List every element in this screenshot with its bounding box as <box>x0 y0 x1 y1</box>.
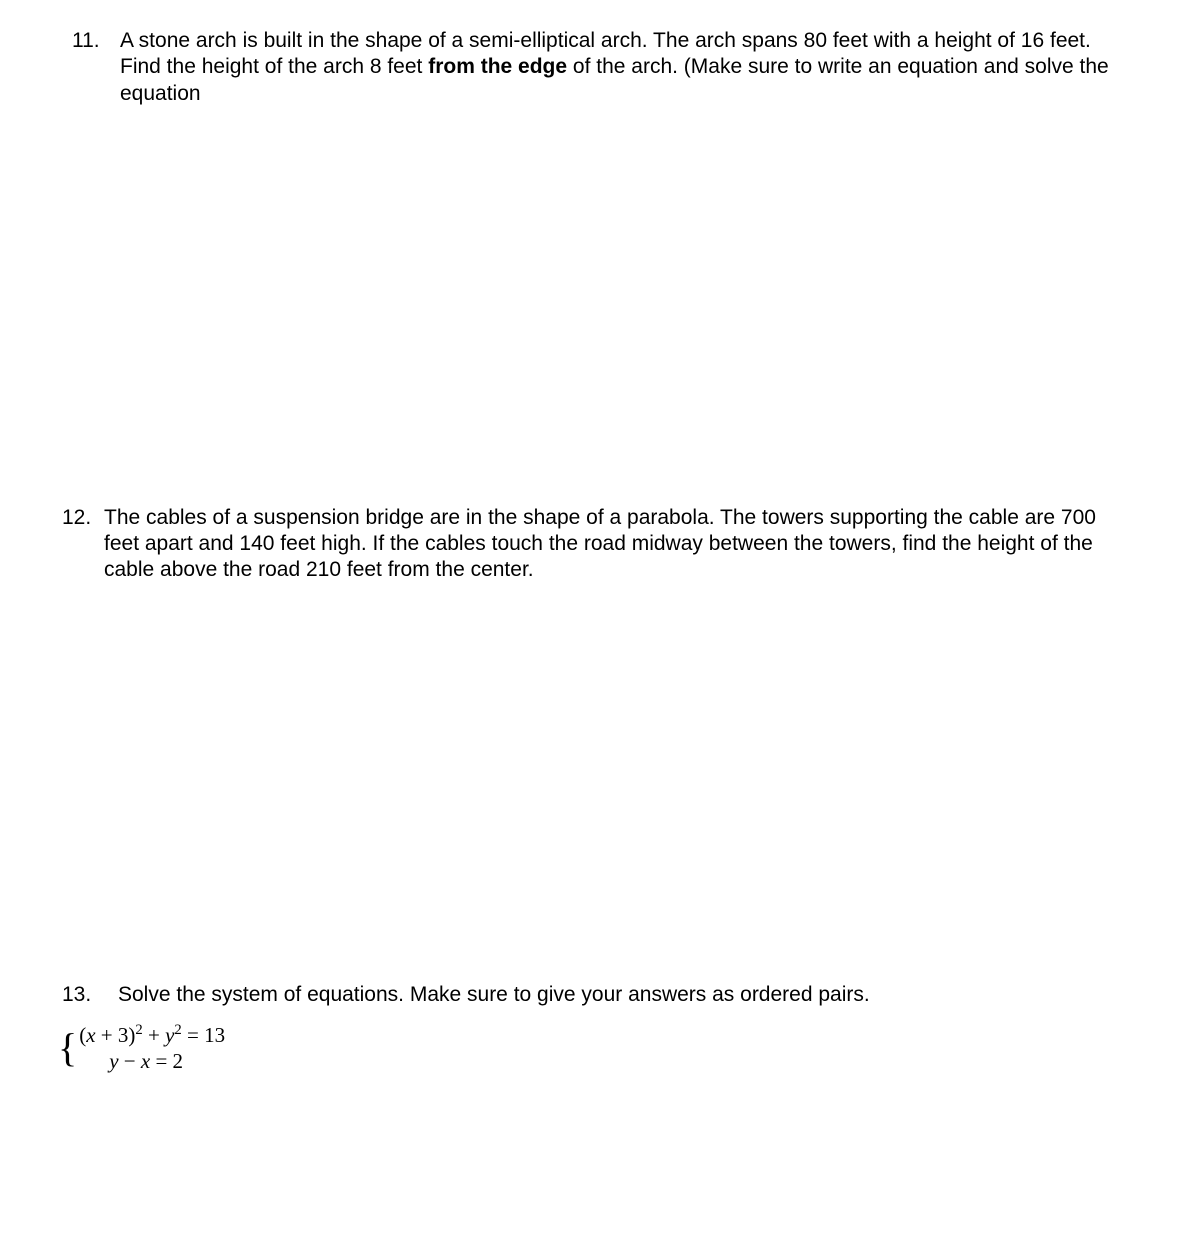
equation-lines: (x + 3)2 + y2 = 13 y − x = 2 <box>79 1022 225 1075</box>
brace-icon: { <box>58 1028 77 1068</box>
problem-12: 12. The cables of a suspension bridge ar… <box>72 505 1122 584</box>
problem-text-12: The cables of a suspension bridge are in… <box>104 505 1122 584</box>
problem-number-11: 11. <box>72 28 120 54</box>
problem-text-13: Solve the system of equations. Make sure… <box>118 982 1122 1008</box>
equation-1: (x + 3)2 + y2 = 13 <box>79 1022 225 1048</box>
problem-text-11: A stone arch is built in the shape of a … <box>120 28 1122 107</box>
problem-11: 11. A stone arch is built in the shape o… <box>72 28 1122 107</box>
problem-number-13: 13. <box>62 982 118 1008</box>
problem-11-text-bold: from the edge <box>428 55 567 78</box>
equation-2: y − x = 2 <box>79 1048 225 1074</box>
problem-number-12: 12. <box>62 505 104 531</box>
equation-system: { (x + 3)2 + y2 = 13 y − x = 2 <box>58 1022 1122 1075</box>
problem-13-header: 13. Solve the system of equations. Make … <box>72 982 1122 1008</box>
problem-13: 13. Solve the system of equations. Make … <box>72 982 1122 1075</box>
